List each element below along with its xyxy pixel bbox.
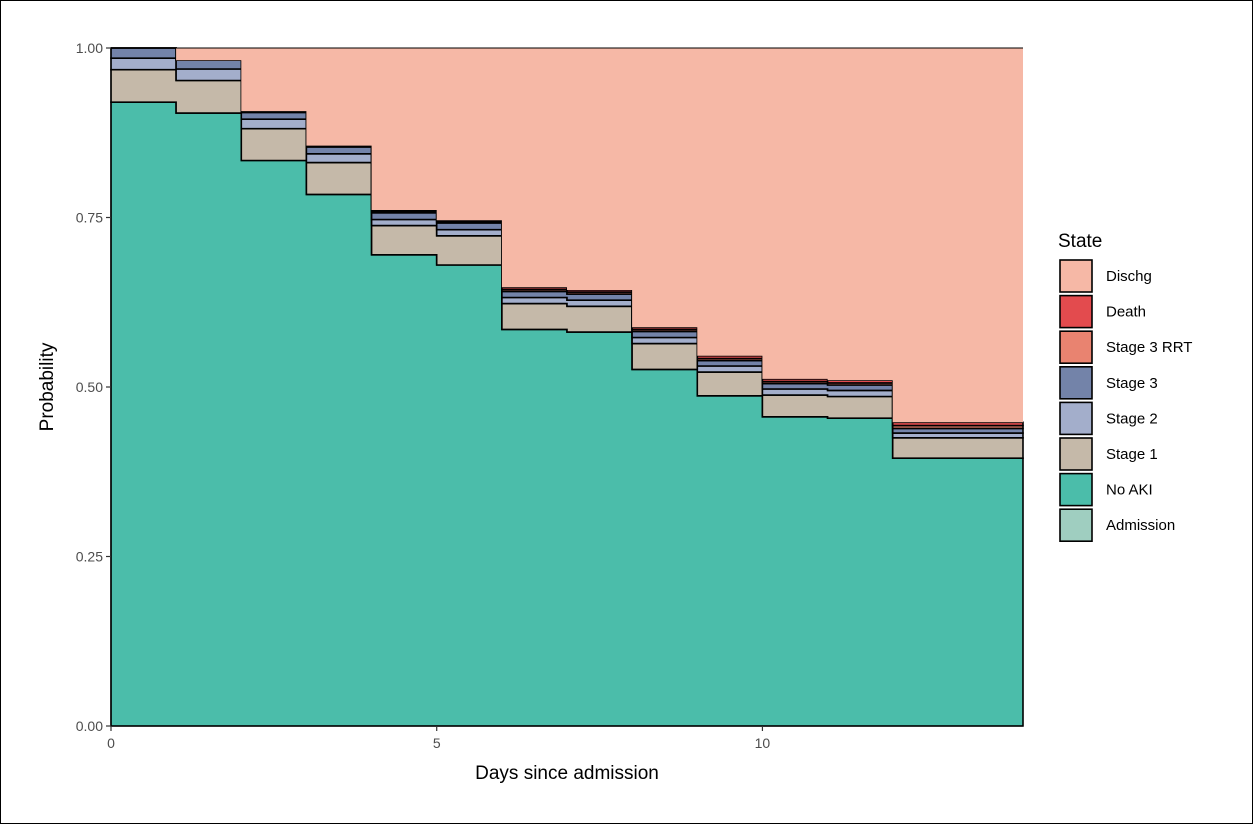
legend-item-stage-3-rrt: Stage 3 RRT <box>1059 330 1192 365</box>
legend-swatch <box>1059 401 1093 436</box>
legend-item-dischg: Dischg <box>1059 259 1152 293</box>
area-dischg <box>111 48 1023 423</box>
x-tick-label: 0 <box>107 735 115 751</box>
y-tick-label: 0.00 <box>76 718 103 734</box>
legend-item-death: Death <box>1059 294 1146 329</box>
legend-swatch <box>1059 259 1093 293</box>
legend-swatch <box>1059 508 1093 543</box>
y-tick-label: 0.25 <box>76 549 103 565</box>
legend-label: Stage 2 <box>1106 410 1158 427</box>
legend-item-stage-3: Stage 3 <box>1059 365 1158 400</box>
legend-item-admission: Admission <box>1059 508 1175 543</box>
legend-item-stage-2: Stage 2 <box>1059 401 1158 436</box>
legend-swatch <box>1059 294 1093 329</box>
legend-label: No AKI <box>1106 482 1153 499</box>
legend-items: Dischg Death Stage 3 RRT Stage 3 Stage 2 Stag… <box>1059 259 1192 543</box>
legend-label: Admission <box>1106 517 1175 534</box>
y-axis-title: Probability <box>37 342 58 431</box>
legend-swatch <box>1059 365 1093 400</box>
legend-swatch <box>1059 437 1093 471</box>
legend-swatch <box>1059 472 1093 507</box>
y-tick-label: 0.75 <box>76 210 103 226</box>
stacked-areas <box>110 47 1024 727</box>
x-tick-label: 10 <box>755 735 771 751</box>
legend-title: State <box>1058 231 1102 252</box>
legend-label: Dischg <box>1106 268 1152 285</box>
legend-item-no-aki: No AKI <box>1059 472 1153 507</box>
legend-label: Stage 1 <box>1106 446 1158 463</box>
x-tick-label: 5 <box>433 735 441 751</box>
legend: State Dischg Death Stage 3 RRT Stage 3 Stage… <box>1058 231 1192 543</box>
legend-label: Stage 3 <box>1106 375 1158 392</box>
legend-swatch <box>1059 330 1093 365</box>
legend-label: Death <box>1106 304 1146 321</box>
legend-label: Stage 3 RRT <box>1106 339 1192 356</box>
x-axis-title: Days since admission <box>475 763 659 784</box>
axes: 0.00 0.25 0.50 0.75 1.00 0 5 10 <box>76 40 1023 751</box>
y-tick-label: 1.00 <box>76 40 103 56</box>
legend-item-stage-1: Stage 1 <box>1059 437 1158 471</box>
y-tick-label: 0.50 <box>76 379 103 395</box>
